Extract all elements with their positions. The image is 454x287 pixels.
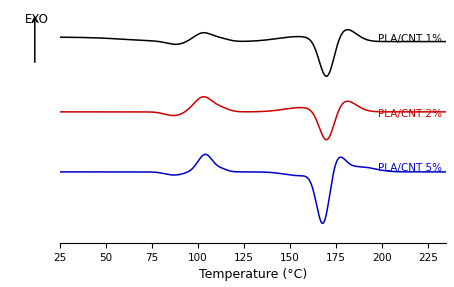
Text: PLA/CNT 5%: PLA/CNT 5% bbox=[378, 163, 442, 173]
X-axis label: Temperature (°C): Temperature (°C) bbox=[199, 268, 307, 282]
Text: PLA/CNT 2%: PLA/CNT 2% bbox=[378, 109, 442, 119]
Text: EXO: EXO bbox=[25, 13, 49, 26]
Text: PLA/CNT 1%: PLA/CNT 1% bbox=[378, 34, 442, 44]
